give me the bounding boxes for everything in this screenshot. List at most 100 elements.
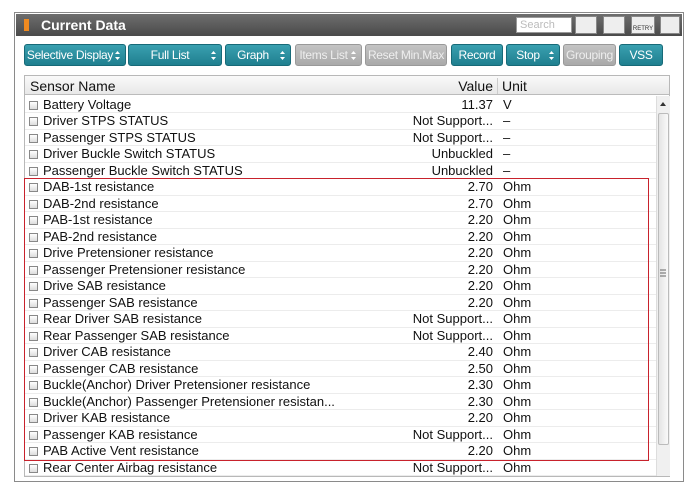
row-checkbox[interactable] [29, 133, 38, 143]
table-row[interactable]: DAB-1st resistance 2.70 Ohm [25, 179, 656, 196]
sensor-name: Battery Voltage [43, 96, 132, 112]
table-header [25, 76, 669, 95]
table-row[interactable]: Passenger CAB resistance 2.50 Ohm [25, 361, 656, 377]
sensor-unit: Ohm [503, 294, 532, 310]
sensor-value: Not Support... [412, 426, 493, 442]
table-row[interactable]: PAB-1st resistance 2.20 Ohm [25, 212, 656, 229]
toolbar-button[interactable]: Graph [225, 44, 291, 66]
table-row[interactable]: Passenger SAB resistance 2.20 Ohm [25, 294, 656, 311]
sensor-unit: Ohm [503, 179, 532, 194]
sensor-name: Passenger KAB resistance [43, 426, 198, 442]
table-row[interactable]: Drive SAB resistance 2.20 Ohm [25, 278, 656, 295]
row-checkbox[interactable] [29, 414, 38, 423]
sensor-unit: V [503, 96, 512, 112]
sensor-unit: Ohm [503, 212, 532, 227]
row-checkbox[interactable] [29, 463, 38, 473]
table-row[interactable]: Driver STPS STATUS Not Support... – [25, 113, 656, 130]
sensor-unit: Ohm [503, 377, 532, 392]
sensor-unit: Ohm [503, 261, 532, 277]
toolbar-button[interactable]: Record [451, 44, 503, 66]
sensor-name: Rear Center Airbag resistance [43, 459, 218, 475]
sensor-name: DAB-1st resistance [43, 179, 155, 194]
sensor-name: Buckle(Anchor) Driver Pretensioner resis… [43, 377, 311, 392]
table-row[interactable]: PAB Active Vent resistance 2.20 Ohm [25, 443, 656, 460]
sensor-name: Drive SAB resistance [43, 278, 166, 293]
button-label: Record [458, 48, 496, 62]
sensor-name: Driver KAB resistance [43, 410, 171, 425]
table-row[interactable]: Passenger Buckle Switch STATUS Unbuckled – [25, 162, 656, 179]
row-checkbox[interactable] [29, 315, 38, 324]
column-header[interactable]: Sensor Name [30, 78, 116, 94]
sensor-value: Not Support... [412, 459, 493, 475]
table-row[interactable]: Rear Center Airbag resistance Not Support… [25, 459, 656, 476]
row-checkbox[interactable] [29, 397, 38, 407]
sensor-value: 2.30 [467, 393, 493, 409]
row-checkbox[interactable] [29, 232, 38, 242]
table-row[interactable]: Driver KAB resistance 2.20 Ohm [25, 410, 656, 427]
table-row[interactable]: Driver Buckle Switch STATUS Unbuckled – [25, 146, 656, 163]
row-checkbox[interactable] [29, 447, 38, 456]
toolbar-button[interactable]: Selective Display [24, 44, 126, 66]
column-header[interactable]: Value [458, 78, 493, 94]
row-checkbox[interactable] [29, 430, 38, 440]
table-row[interactable]: Driver CAB resistance 2.40 Ohm [25, 344, 656, 361]
button-label: Selective Display [26, 48, 114, 62]
menu-button[interactable] [660, 16, 680, 34]
row-checkbox[interactable] [29, 216, 38, 225]
list-button[interactable] [603, 16, 625, 34]
arrow-glyph [211, 51, 216, 60]
dropdown-arrow [211, 51, 216, 60]
table-row[interactable]: DAB-2nd resistance 2.70 Ohm [25, 195, 656, 212]
search-button[interactable] [575, 16, 597, 34]
sensor-name: Passenger Buckle Switch STATUS [43, 162, 243, 178]
row-checkbox[interactable] [29, 183, 38, 192]
sensor-value: 2.70 [467, 195, 493, 211]
table-row[interactable]: Passenger Pretensioner resistance 2.20 Ohm [25, 261, 656, 278]
row-checkbox[interactable] [29, 150, 38, 159]
row-checkbox[interactable] [29, 100, 38, 110]
table-row[interactable]: Passenger STPS STATUS Not Support... – [25, 130, 656, 146]
toolbar-button: Items List [295, 44, 362, 66]
table-row[interactable]: Buckle(Anchor) Passenger Pretensioner re… [25, 393, 656, 410]
sensor-value: 2.20 [467, 228, 493, 244]
toolbar-button[interactable]: VSS [619, 44, 663, 66]
button-label: Stop [516, 48, 540, 62]
table-row[interactable]: Buckle(Anchor) Driver Pretensioner resis… [25, 377, 656, 394]
scrollbar-thumb[interactable] [658, 113, 669, 445]
sensor-name: PAB-1st resistance [43, 212, 153, 227]
row-checkbox[interactable] [29, 265, 38, 275]
scroll-up-arrow[interactable] [660, 102, 666, 106]
sensor-value: 2.20 [467, 294, 493, 310]
table-row[interactable]: Drive Pretensioner resistance 2.20 Ohm [25, 245, 656, 262]
button-label: VSS [629, 48, 653, 62]
row-checkbox[interactable] [29, 249, 38, 258]
sensor-value: 2.20 [467, 443, 493, 458]
row-checkbox[interactable] [29, 199, 38, 209]
arrow-glyph [115, 51, 120, 60]
row-checkbox[interactable] [29, 298, 38, 308]
row-checkbox[interactable] [29, 282, 38, 291]
row-checkbox[interactable] [29, 331, 38, 341]
table-row[interactable]: Battery Voltage 11.37 V [25, 96, 656, 113]
sensor-unit: Ohm [503, 443, 532, 458]
table-row[interactable]: Rear Passenger SAB resistance Not Support… [25, 328, 656, 344]
sensor-value: 2.70 [467, 179, 493, 194]
toolbar-button[interactable]: Stop [506, 44, 560, 66]
row-checkbox[interactable] [29, 166, 38, 176]
title-icon [24, 19, 29, 31]
toolbar-button[interactable]: Full List [128, 44, 222, 66]
row-checkbox[interactable] [29, 381, 38, 390]
row-checkbox[interactable] [29, 364, 38, 374]
sensor-name: Rear Driver SAB resistance [43, 311, 202, 326]
sensor-unit: Ohm [503, 245, 532, 260]
table-row[interactable]: Passenger KAB resistance Not Support... Oh… [25, 426, 656, 443]
table-row[interactable]: PAB-2nd resistance 2.20 Ohm [25, 228, 656, 245]
sensor-unit: Ohm [503, 195, 532, 211]
row-checkbox[interactable] [29, 117, 38, 126]
sensor-unit: Ohm [503, 426, 532, 442]
row-checkbox[interactable] [29, 348, 38, 357]
retry-button[interactable]: RETRY [631, 16, 655, 34]
table-row[interactable]: Rear Driver SAB resistance Not Support...… [25, 311, 656, 328]
column-header[interactable]: Unit [502, 78, 527, 94]
search-box[interactable]: Search [516, 17, 572, 33]
